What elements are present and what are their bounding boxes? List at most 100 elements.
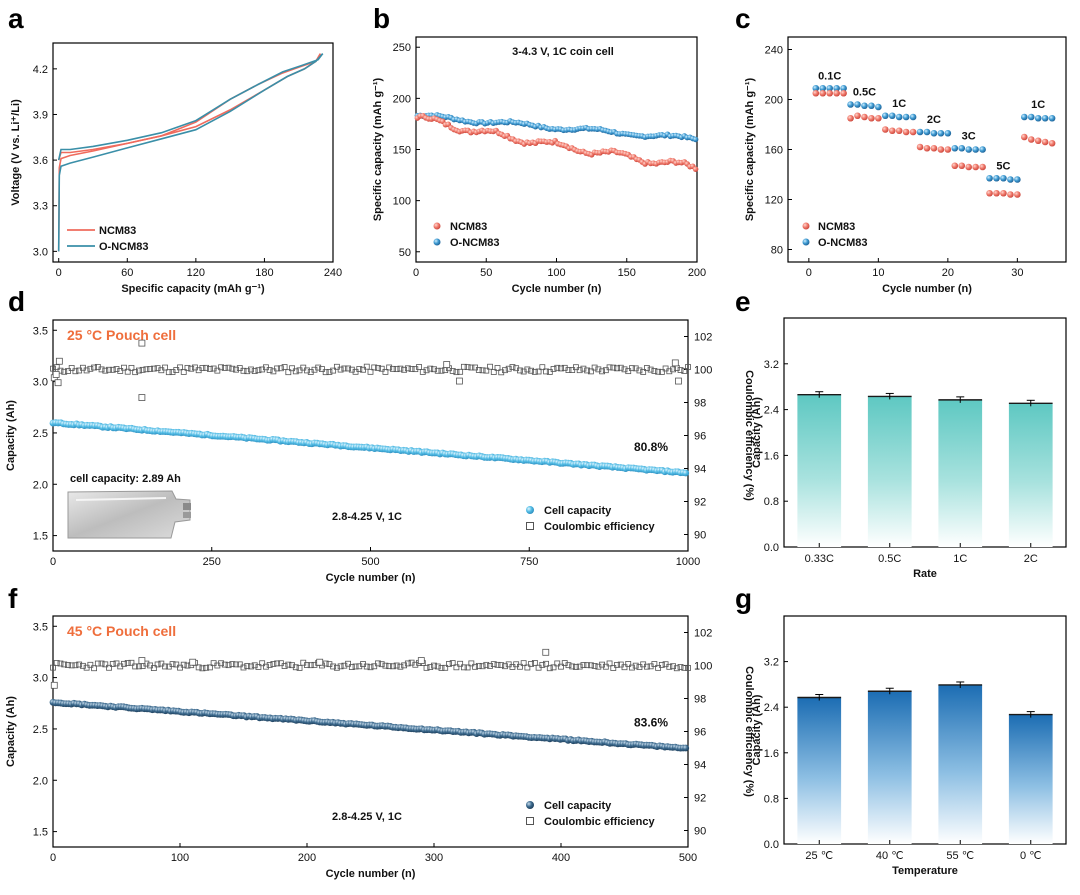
panel-title: 25 °C Pouch cell xyxy=(67,327,176,343)
ce-marker xyxy=(113,660,120,667)
panel-label-f: f xyxy=(8,583,18,614)
x-axis-label: Cycle number (n) xyxy=(882,283,972,295)
legend-label: O-NCM83 xyxy=(99,241,149,253)
y-tick-label: 0.0 xyxy=(764,542,779,554)
panel-title: 45 °C Pouch cell xyxy=(67,623,176,639)
ce-marker xyxy=(333,664,340,671)
ce-marker xyxy=(670,366,676,373)
ce-marker xyxy=(629,365,635,372)
ce-marker xyxy=(677,367,684,373)
ce-marker xyxy=(651,368,658,374)
ce-marker xyxy=(580,365,587,372)
series-line-O-NCM83-charge xyxy=(57,53,324,252)
ce-marker xyxy=(143,366,150,373)
ce-marker xyxy=(617,364,624,371)
ce-marker xyxy=(319,366,325,372)
ce-marker xyxy=(487,662,493,669)
ce-marker xyxy=(587,368,594,375)
ce-marker xyxy=(61,661,68,668)
y-tick-label: 1.5 xyxy=(33,531,48,543)
legend-label: Coulombic efficiency xyxy=(544,521,656,533)
panel-label-c: c xyxy=(735,3,751,34)
y-axis-label: Capacity (Ah) xyxy=(751,397,763,468)
ce-marker-outlier xyxy=(52,371,60,378)
plot-frame xyxy=(52,42,334,263)
y-axis-label: Capacity (Ah) xyxy=(5,400,17,471)
rate-bar xyxy=(1008,403,1053,547)
ce-marker xyxy=(203,364,210,371)
ce-marker xyxy=(363,663,370,670)
data-point-NCM83 xyxy=(944,146,952,153)
y-tick-label: 2.5 xyxy=(33,428,48,440)
data-point-O-NCM83 xyxy=(826,84,833,92)
ce-marker xyxy=(72,662,79,669)
ce-marker xyxy=(121,660,127,667)
data-point-O-NCM83 xyxy=(1000,174,1007,182)
y2-tick-label: 100 xyxy=(694,365,712,377)
ce-marker xyxy=(546,665,553,672)
ce-marker xyxy=(274,365,281,372)
ce-marker xyxy=(673,665,680,672)
ce-marker xyxy=(83,367,90,374)
ce-marker xyxy=(57,660,64,667)
capacity-marker xyxy=(682,469,690,477)
data-point-NCM83 xyxy=(930,144,938,152)
x-tick-label: 0 xyxy=(56,267,62,279)
ce-marker xyxy=(322,369,329,376)
temperature-bar xyxy=(867,691,912,844)
y-tick-label: 2.5 xyxy=(33,724,48,736)
rate-label: 3C xyxy=(962,130,976,142)
ce-marker xyxy=(528,367,535,374)
data-point-O-NCM83 xyxy=(1027,113,1035,121)
ce-marker xyxy=(591,663,598,669)
data-point-NCM83 xyxy=(895,127,903,135)
ce-marker xyxy=(206,366,213,372)
ce-marker xyxy=(502,663,508,670)
ce-marker xyxy=(266,662,273,668)
ce-marker xyxy=(621,366,628,373)
legend-label: Cell capacity xyxy=(544,505,612,517)
ce-marker xyxy=(543,660,549,667)
y-tick-label: 200 xyxy=(393,93,411,105)
y-tick-label: 0.8 xyxy=(764,793,779,805)
ce-marker-outlier xyxy=(54,379,62,387)
ce-marker xyxy=(378,365,385,372)
rate-label: 0.5C xyxy=(853,87,876,99)
y2-axis-label: Coulombic efficiency (%) xyxy=(743,370,755,501)
ce-marker xyxy=(274,660,281,667)
ce-marker xyxy=(490,661,497,668)
ce-marker xyxy=(255,664,262,670)
panel-label-d: d xyxy=(8,286,25,317)
ce-marker xyxy=(636,367,643,374)
ce-marker xyxy=(390,663,396,670)
ce-marker xyxy=(248,663,254,670)
pouch-cell-highlight xyxy=(75,497,167,501)
ce-marker xyxy=(117,368,124,374)
ce-marker xyxy=(375,660,381,667)
x-tick-label: 60 xyxy=(121,267,133,279)
ce-marker xyxy=(610,364,617,371)
legend-label: NCM83 xyxy=(818,221,855,233)
ce-marker-outlier xyxy=(50,681,58,689)
ce-marker xyxy=(154,661,161,668)
ce-marker xyxy=(576,367,583,374)
ce-marker xyxy=(251,662,258,669)
ce-marker xyxy=(640,369,647,375)
y-tick-label: 3.0 xyxy=(33,246,48,258)
data-point-O-NCM83 xyxy=(854,101,861,108)
y2-tick-label: 90 xyxy=(694,530,706,542)
x-axis-label: Temperature xyxy=(892,865,958,877)
ce-marker xyxy=(180,368,187,375)
x-tick-label: 10 xyxy=(872,267,884,279)
ce-marker xyxy=(561,660,568,666)
y-tick-label: 250 xyxy=(393,42,411,54)
ce-marker xyxy=(505,365,512,372)
y-tick-label: 3.3 xyxy=(33,201,48,213)
y-tick-label: 80 xyxy=(771,245,783,257)
ce-marker xyxy=(244,368,251,375)
ce-marker xyxy=(98,660,105,667)
y-tick-label: 1.6 xyxy=(764,450,779,462)
ce-marker xyxy=(655,368,662,375)
x-category-label: 40 ℃ xyxy=(876,850,904,862)
